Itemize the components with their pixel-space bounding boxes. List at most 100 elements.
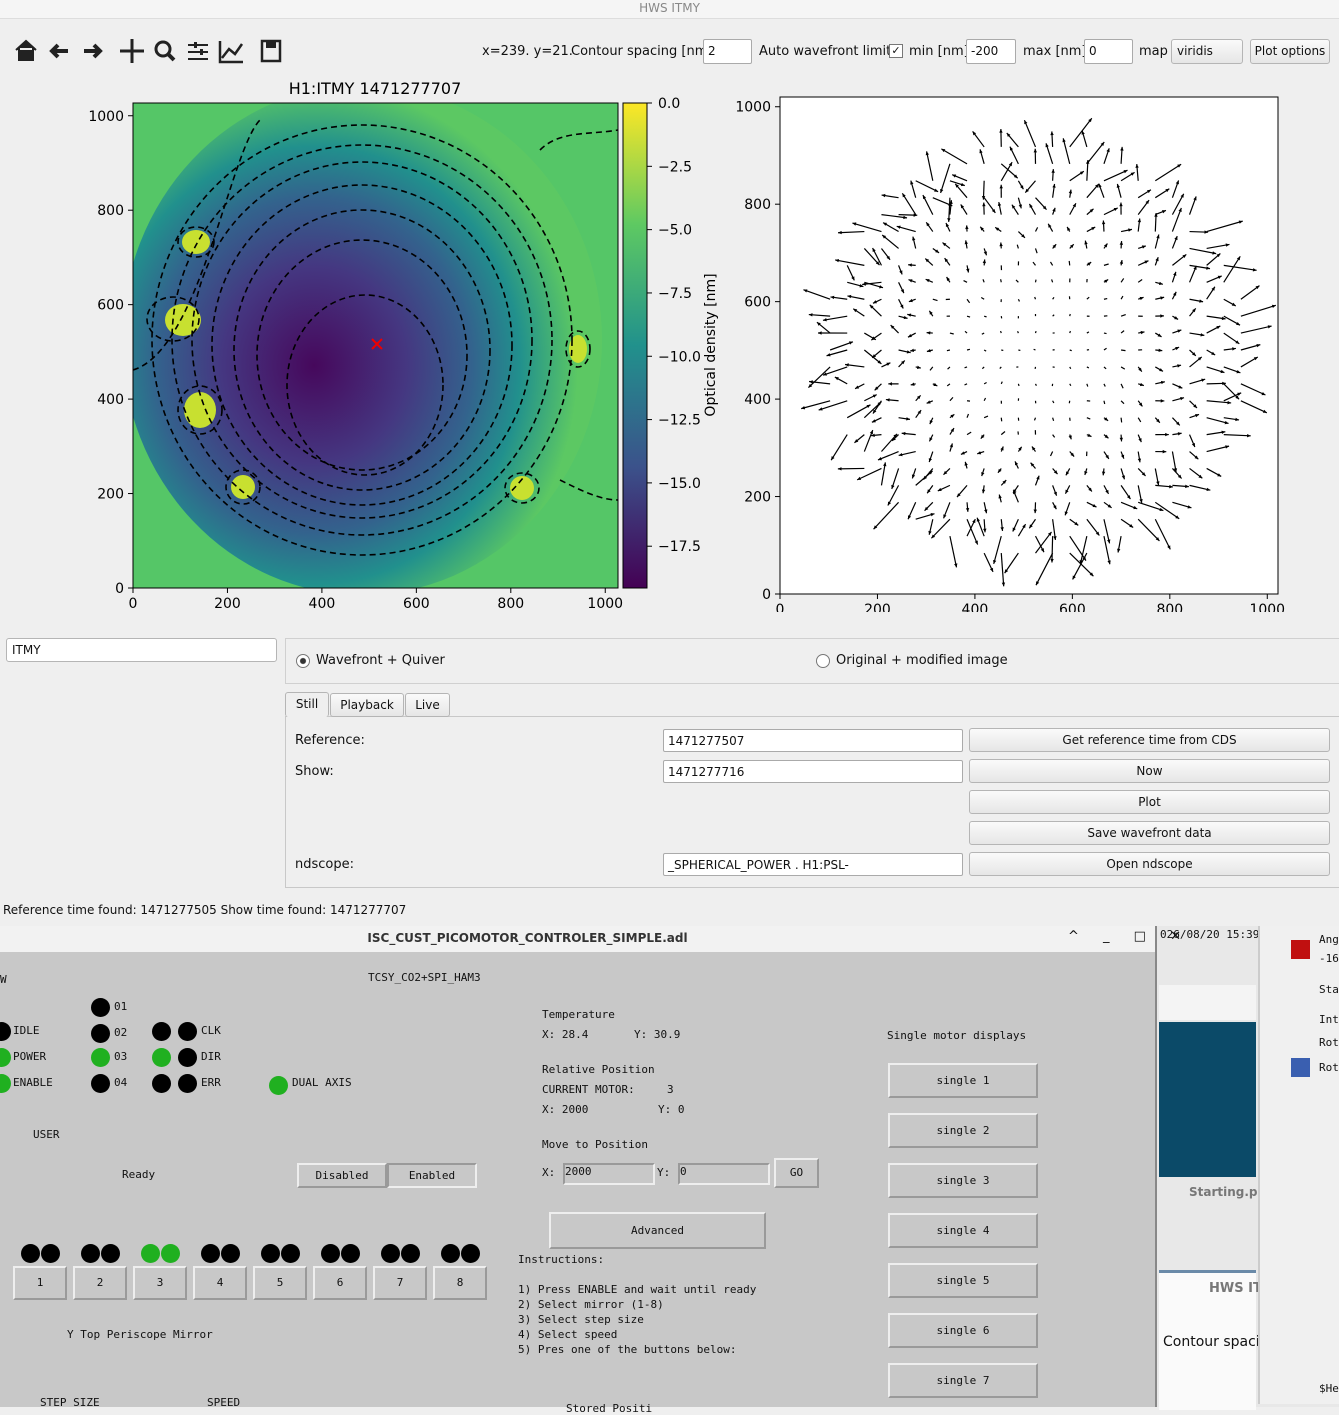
text-input[interactable]: 2000: [563, 1163, 655, 1185]
quiver-arrow: [984, 316, 986, 317]
colorbar-label: Optical density [nm]: [703, 273, 719, 416]
bg-text: -16: [1319, 952, 1339, 965]
tab[interactable]: Live: [405, 693, 450, 717]
colorbar-tick-label: 0.0: [658, 96, 680, 112]
label: USER: [33, 1128, 60, 1141]
mirror-button[interactable]: 1: [13, 1266, 67, 1300]
colorbar-tick-label: −12.5: [658, 413, 701, 429]
text-input[interactable]: 1471277507: [663, 729, 963, 752]
label: 4) Select speed: [518, 1328, 617, 1341]
window-title: HWS ITMY: [0, 1, 1339, 15]
led: [152, 1048, 171, 1067]
label: 04: [114, 1076, 127, 1089]
colorbar-tick-label: −15.0: [658, 476, 701, 492]
single-button[interactable]: single 2: [888, 1113, 1038, 1148]
radio-label[interactable]: Wavefront + Quiver: [316, 653, 445, 668]
map-select[interactable]: viridis: [1171, 39, 1243, 64]
label: ERR: [201, 1076, 221, 1089]
single-button[interactable]: single 3: [888, 1163, 1038, 1198]
led: [91, 998, 110, 1017]
mirror-button[interactable]: 8: [433, 1266, 487, 1300]
bg-text: $He: [1319, 1382, 1339, 1395]
label: STEP SIZE: [40, 1396, 100, 1409]
label: Y Top Periscope Mirror: [67, 1328, 213, 1341]
led: [321, 1244, 340, 1263]
mirror-button[interactable]: 7: [373, 1266, 427, 1300]
quiver-arrow: [1001, 279, 1002, 282]
button[interactable]: Now: [969, 759, 1330, 783]
min-input[interactable]: -200: [966, 39, 1016, 64]
button[interactable]: Enabled: [387, 1163, 477, 1188]
led: [152, 1022, 171, 1041]
led: [341, 1244, 360, 1263]
contour-input[interactable]: 2: [703, 39, 752, 64]
radio[interactable]: [296, 654, 310, 668]
contour-label: Contour spacing [nm]:: [571, 44, 717, 59]
led: [152, 1074, 171, 1093]
led: [269, 1076, 288, 1095]
button[interactable]: Get reference time from CDS: [969, 728, 1330, 752]
plots: H1:ITMY 1471277707 Optical density [nm] …: [0, 70, 1339, 612]
button[interactable]: Save wavefront data: [969, 821, 1330, 845]
quiver-arrow: [1035, 297, 1036, 299]
label: TCSY_CO2+SPI_HAM3: [368, 971, 481, 984]
text-input[interactable]: 1471277716: [663, 760, 963, 783]
map-label: map: [1139, 44, 1168, 59]
y-tick-label: 0: [762, 587, 771, 603]
text-input[interactable]: _SPHERICAL_POWER . H1:PSL-POWER_SCALE_OF…: [663, 853, 963, 876]
x-tick-label: 0: [776, 602, 785, 612]
y-tick-label: 800: [744, 197, 771, 213]
quiver-arrow: [1036, 384, 1037, 386]
label: POWER: [13, 1050, 46, 1063]
mirror-button[interactable]: 3: [133, 1266, 187, 1300]
led: [178, 1074, 197, 1093]
colorbar-tick-label: −7.5: [658, 286, 692, 302]
optic-select[interactable]: ITMY: [6, 638, 277, 662]
bg-text: Inte: [1319, 1013, 1339, 1026]
quiver-arrow: [1070, 331, 1071, 333]
button[interactable]: Open ndscope: [969, 852, 1330, 876]
label: Y:: [657, 1166, 670, 1179]
button[interactable]: GO: [774, 1158, 819, 1188]
button[interactable]: Plot: [969, 790, 1330, 814]
single-button[interactable]: single 6: [888, 1313, 1038, 1348]
single-button[interactable]: single 7: [888, 1363, 1038, 1398]
radio[interactable]: [816, 654, 830, 668]
label: DIR: [201, 1050, 221, 1063]
single-button[interactable]: single 5: [888, 1263, 1038, 1298]
x-tick-label: 800: [497, 596, 524, 612]
field-label: ndscope:: [295, 857, 354, 872]
quiver-arrow: [1034, 349, 1036, 350]
tab[interactable]: Playback: [330, 693, 404, 717]
single-button[interactable]: single 4: [888, 1213, 1038, 1248]
led: [141, 1244, 160, 1263]
mirror-button[interactable]: 4: [193, 1266, 247, 1300]
x-tick-label: 400: [309, 596, 336, 612]
max-input[interactable]: 0: [1084, 39, 1133, 64]
window-controls[interactable]: ^ _ □ ✕: [1068, 929, 1191, 944]
y-tick-label: 600: [97, 298, 124, 314]
mirror-button[interactable]: 6: [313, 1266, 367, 1300]
toolbar-icons[interactable]: [10, 36, 290, 68]
status-bar: Reference time found: 1471277505 Show ti…: [3, 903, 406, 917]
radio-label[interactable]: Original + modified image: [836, 653, 1008, 668]
x-tick-label: 400: [962, 602, 989, 612]
led: [101, 1244, 120, 1263]
mirror-button[interactable]: 2: [73, 1266, 127, 1300]
led: [178, 1048, 197, 1067]
text-input[interactable]: 0: [678, 1163, 770, 1185]
button[interactable]: Disabled: [297, 1163, 387, 1188]
plot-options[interactable]: Plot options: [1250, 39, 1330, 64]
tab[interactable]: Still: [285, 692, 329, 717]
button[interactable]: Advanced: [549, 1212, 766, 1249]
label: Relative Position: [542, 1063, 655, 1076]
y-tick-label: 200: [97, 487, 124, 503]
mirror-button[interactable]: 5: [253, 1266, 307, 1300]
y-tick-label: 1000: [735, 100, 771, 116]
medm-title: ISC_CUST_PICOMOTOR_CONTROLER_SIMPLE.adl: [0, 931, 1055, 945]
auto-checkbox[interactable]: ✓: [889, 44, 903, 58]
label: SPEED: [207, 1396, 240, 1409]
x-tick-label: 800: [1156, 602, 1183, 612]
single-button[interactable]: single 1: [888, 1063, 1038, 1098]
label: Single motor displays: [887, 1029, 1026, 1042]
